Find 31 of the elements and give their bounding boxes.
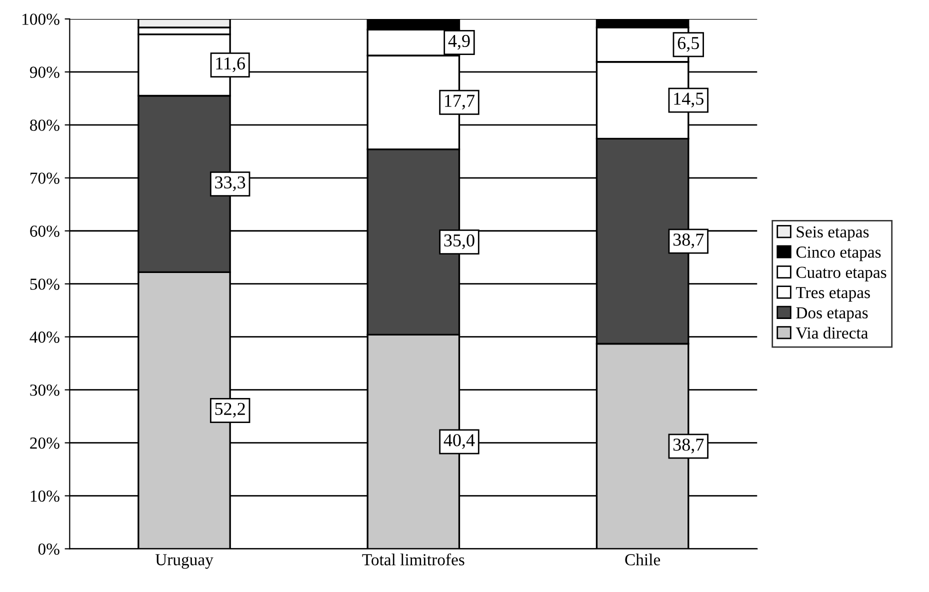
legend-label: Via directa: [796, 326, 868, 339]
legend-label: Tres etapas: [796, 287, 870, 302]
data-label: 14,5: [674, 92, 704, 108]
x-tick-label: Chile: [625, 554, 660, 566]
y-tick-label: 10%: [30, 490, 60, 502]
y-tick-label: 60%: [30, 226, 60, 237]
y-tick-label: 40%: [30, 332, 60, 343]
legend-label: Cinco etapas: [796, 246, 881, 262]
x-tick-label: Uruguay: [155, 554, 214, 569]
legend-label: Seis etapas: [796, 226, 869, 241]
data-label: 4,9: [448, 34, 470, 50]
y-tick-label: 90%: [30, 66, 60, 78]
y-tick-label: 30%: [30, 384, 60, 396]
data-label: 38,7: [673, 438, 704, 454]
y-tick-label: 80%: [30, 120, 60, 131]
data-label: 40,4: [444, 434, 475, 449]
data-label: 11,6: [216, 57, 246, 72]
y-tick-label: 50%: [30, 278, 60, 290]
y-tick-label: 100%: [22, 14, 60, 25]
data-label: 52,2: [215, 402, 245, 418]
y-tick-label: 0%: [38, 543, 60, 555]
y-tick-label: 20%: [30, 438, 60, 449]
data-label: 33,3: [215, 176, 246, 192]
data-label: 17,7: [445, 94, 475, 110]
data-label: 6,5: [678, 37, 699, 52]
data-label: 38,7: [673, 234, 704, 248]
y-tick-label: 70%: [30, 172, 60, 184]
legend-label: Cuatro etapas: [796, 266, 886, 282]
legend-label: Dos etapas: [796, 307, 868, 322]
x-tick-label: Total limitrofes: [362, 553, 464, 566]
data-label: 35,0: [444, 234, 474, 250]
